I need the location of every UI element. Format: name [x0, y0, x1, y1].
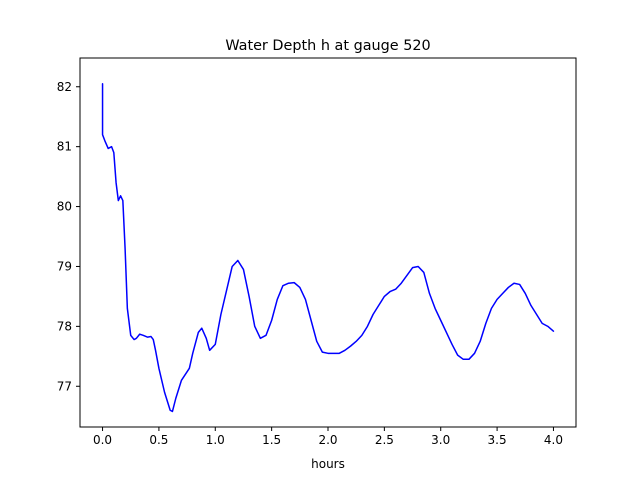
y-tick-label: 79: [57, 259, 72, 273]
x-tick-label: 3.0: [431, 433, 450, 447]
x-tick-label: 1.5: [262, 433, 281, 447]
x-tick-label: 1.0: [206, 433, 225, 447]
x-axis-label: hours: [311, 457, 345, 471]
y-axis: 77 78 79 80 81 82: [57, 80, 80, 393]
x-tick-label: 4.0: [544, 433, 563, 447]
x-tick-label: 0.0: [93, 433, 112, 447]
x-axis: 0.0 0.5 1.0 1.5 2.0 2.5 3.0 3.5 4.0: [93, 427, 563, 447]
series-line-0: [101, 83, 555, 413]
y-tick-label: 80: [57, 200, 72, 214]
x-tick-label: 2.0: [318, 433, 337, 447]
y-tick-label: 77: [57, 379, 72, 393]
x-tick-label: 0.5: [149, 433, 168, 447]
y-tick-label: 82: [57, 80, 72, 94]
x-tick-label: 3.5: [488, 433, 507, 447]
x-tick-label: 2.5: [375, 433, 394, 447]
y-tick-label: 78: [57, 319, 72, 333]
chart-title: Water Depth h at gauge 520: [225, 38, 430, 54]
y-tick-label: 81: [57, 140, 72, 154]
